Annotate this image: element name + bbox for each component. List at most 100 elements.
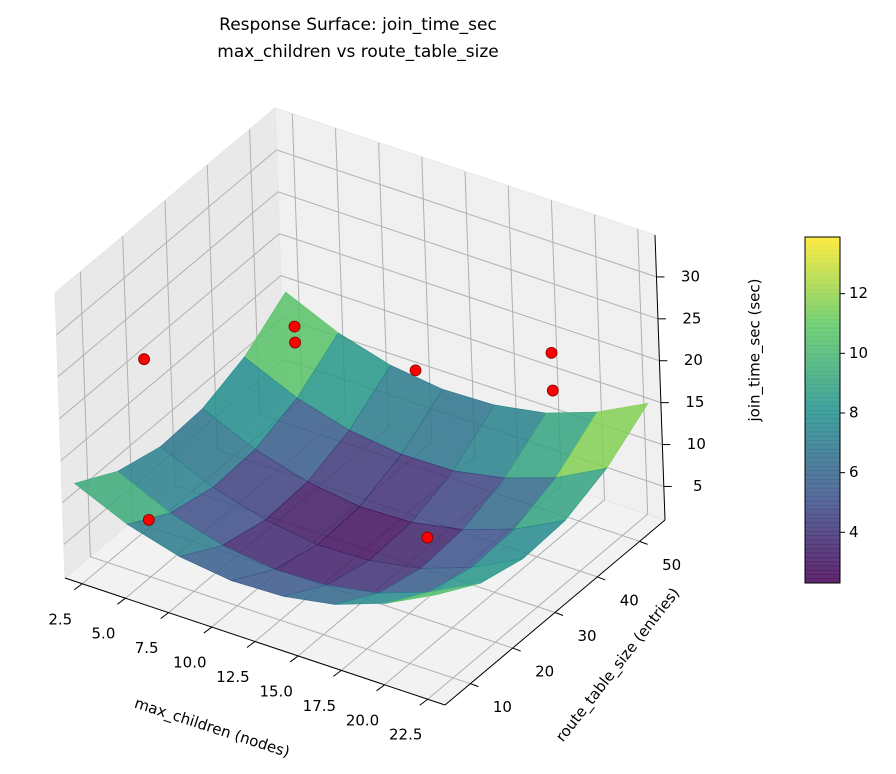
colorbar-segment [805,578,840,584]
x-tick-label: 17.5 [303,697,336,715]
colorbar-segment [805,336,840,342]
scatter-point [138,353,150,366]
scatter-point [288,320,301,333]
colorbar-segment [805,518,840,523]
z-axis-line [654,234,666,521]
colorbar-segment [805,496,840,502]
z-grid-line [57,191,659,378]
colorbar-segment [805,483,840,489]
colorbar-segment [805,258,840,264]
x-tick [73,583,83,591]
scatter-point [142,513,155,526]
colorbar-segment [805,323,840,329]
x-tick-label: 15.0 [259,682,292,700]
z-tick-label: 20 [684,351,703,369]
colorbar-segment [805,327,840,333]
colorbar-segment [805,332,840,337]
colorbar-segment [805,552,840,558]
colorbar-segment [805,539,840,545]
colorbar-segment [805,444,840,450]
x-grid-line [427,229,649,700]
colorbar-segment [805,280,840,286]
colorbar: 4 6 8 10 12 [804,236,868,584]
colorbar-segment [805,557,840,562]
y-tick [470,683,479,688]
x-grid-line [384,214,606,686]
colorbar-segment [805,319,840,324]
colorbar-segment [805,358,840,363]
colorbar-segment [805,237,840,242]
colorbar-segment [805,249,840,255]
colorbar-tick-label: 6 [849,463,859,481]
colorbar-segment [805,401,840,407]
chart-title: Response Surface: join_time_sec [219,15,497,35]
colorbar-segment [805,461,840,467]
colorbar-tick-label: 10 [849,344,868,362]
colorbar-tick-label: 8 [849,403,859,421]
x-tick [333,669,342,677]
colorbar-segment [805,435,840,441]
colorbar-segment [805,492,840,497]
colorbar-segment [805,500,840,506]
y-tick [597,576,606,581]
colorbar-segment [805,306,840,312]
colorbar-segment [805,397,840,402]
x-tick [203,626,213,634]
x-tick [376,684,385,692]
z-grid-line [59,233,660,420]
z-axis-label: join_time_sec (sec) [746,279,765,423]
colorbar-segment [805,453,840,459]
colorbar-segment [805,431,840,437]
surface-patch [385,583,481,604]
colorbar-segment [805,293,840,299]
colorbar-segment [805,544,840,549]
colorbar-segment [805,479,840,485]
colorbar-tick-label: 4 [849,523,859,541]
x-tick [246,641,256,648]
x-tick [160,612,169,620]
colorbar-segment [805,275,840,281]
x-tick-label: 22.5 [389,726,422,744]
colorbar-segment [805,422,840,428]
colorbar-segment [805,457,840,463]
colorbar-segment [805,340,840,346]
y-tick [554,612,564,616]
colorbar-segment [805,405,840,411]
colorbar-segment [805,565,840,571]
z-tick-label: 30 [681,267,700,285]
colorbar-segment [805,487,840,493]
colorbar-segment [805,254,840,260]
colorbar-segment [805,371,840,376]
y-tick [639,540,648,545]
colorbar-segment [805,505,840,510]
colorbar-segment [805,301,840,307]
colorbar-segment [805,392,840,398]
colorbar-segment [805,418,840,424]
colorbar-segment [805,574,840,580]
y-grid-line [79,271,471,685]
x-tick-label: 2.5 [48,610,72,628]
plot-area: 2.5 5.0 7.5 10.0 12.5 15.0 17.5 20.0 22.5 10 20 30 4… [48,106,765,762]
x-tick [117,597,126,605]
colorbar-segment [805,414,840,420]
colorbar-segment [805,288,840,294]
colorbar-segment [805,314,840,320]
scatter-point [421,531,434,544]
y-axis-label: route_table_size (entries) [552,584,684,746]
colorbar-segment [805,509,840,515]
x-tick [289,655,299,663]
z-tick-label: 10 [687,435,706,453]
colorbar-segment [805,522,840,528]
colorbar-segment [805,410,840,415]
y-tick-label: 30 [577,627,596,645]
colorbar-segment [805,561,840,567]
z-tick-label: 5 [693,477,703,495]
z-grid-line [56,149,657,336]
colorbar-segment [805,570,840,575]
colorbar-segment [805,262,840,268]
colorbar-segment [805,531,840,536]
colorbar-segment [805,440,840,446]
colorbar-segment [805,379,840,385]
colorbar-segment [805,466,840,472]
